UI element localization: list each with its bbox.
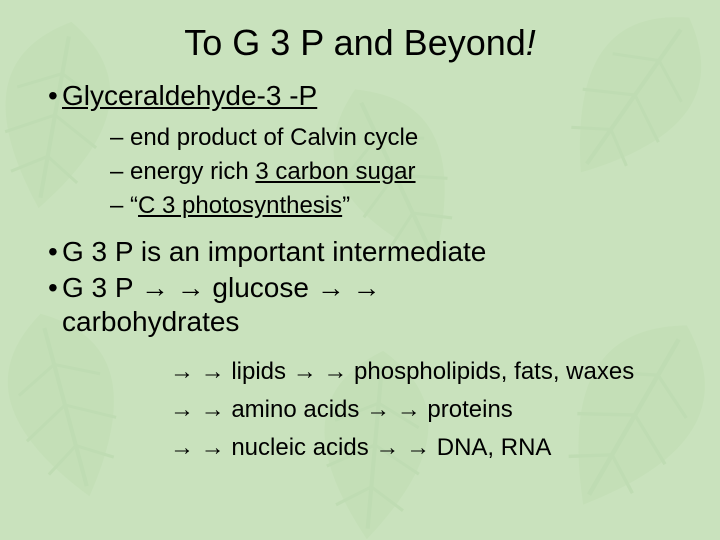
bullet-l3-text: → → lipids → → phospholipids, fats, waxe… — [170, 358, 634, 386]
title-text: To G 3 P and Beyond — [184, 22, 526, 63]
bullet-level1: • — [48, 236, 58, 268]
bullet-l1-text: Glyceraldehyde-3 -P — [62, 80, 317, 112]
bullet-l1-text: G 3 P is an important intermediate — [62, 236, 486, 268]
slide: To G 3 P and Beyond! • • • Glyceraldehyde-… — [0, 0, 720, 540]
bullet-l2-text: – end product of Calvin cycle — [110, 124, 418, 152]
bullet-l2-text: – “C 3 photosynthesis” — [110, 192, 350, 220]
page-title: To G 3 P and Beyond! — [0, 22, 720, 64]
bullet-level1: • — [48, 80, 58, 112]
bullet-l3-text: → → nucleic acids → → DNA, RNA — [170, 434, 551, 462]
bullet-l2-text: – energy rich 3 carbon sugar — [110, 158, 416, 186]
bullet-l1-text: G 3 P → → glucose → → — [62, 272, 381, 304]
title-italic: ! — [526, 22, 536, 63]
bullet-l3-text: → → amino acids → → proteins — [170, 396, 513, 424]
bullet-level1: • — [48, 272, 58, 304]
bullet-l1-text: carbohydrates — [62, 306, 239, 338]
